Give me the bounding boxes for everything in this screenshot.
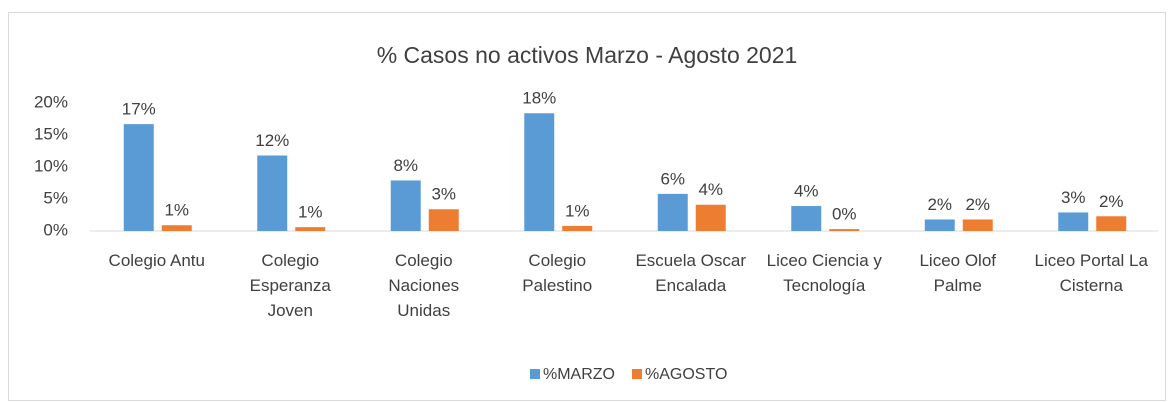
data-label: 12%	[255, 131, 289, 150]
bar	[829, 229, 860, 231]
data-label: 2%	[965, 195, 990, 214]
x-tick-label: Colegio Palestino	[522, 251, 593, 295]
data-label: 0%	[832, 205, 857, 224]
legend-label: %AGOSTO	[645, 366, 727, 383]
data-label: 6%	[660, 169, 685, 188]
data-label: 3%	[431, 185, 456, 204]
x-tick-label: Colegio Esperanza Joven	[249, 251, 331, 320]
data-label: 1%	[565, 201, 590, 220]
bar	[295, 227, 326, 231]
legend-swatch	[530, 369, 540, 379]
bar	[562, 225, 593, 231]
data-label: 8%	[393, 156, 418, 175]
data-label: 3%	[1061, 188, 1086, 207]
data-label: 4%	[794, 182, 819, 201]
bar	[924, 219, 955, 231]
bar	[1058, 212, 1089, 231]
chart-border	[8, 12, 1166, 401]
data-label: 18%	[522, 89, 556, 108]
bar	[695, 204, 726, 231]
bar	[161, 225, 192, 231]
data-label: 2%	[1099, 192, 1124, 211]
x-tick-label: Escuela Oscar Encalada	[635, 251, 747, 295]
bar	[524, 113, 555, 231]
bar	[390, 180, 421, 231]
y-tick-label: 15%	[34, 124, 68, 143]
y-tick-label: 5%	[43, 188, 68, 207]
bar	[962, 219, 993, 231]
data-label: 17%	[122, 100, 156, 119]
bar	[657, 193, 688, 231]
x-tick-label: Liceo Ciencia y Tecnología	[766, 251, 882, 295]
x-tick-label: Liceo Olof Palme	[919, 251, 997, 295]
x-tick-label: Colegio Naciones Unidas	[388, 251, 460, 320]
bar	[123, 124, 154, 231]
data-label: 2%	[927, 195, 952, 214]
bar	[257, 155, 288, 231]
x-tick-label: Colegio Antu	[108, 251, 205, 270]
y-tick-label: 10%	[34, 156, 68, 175]
legend-swatch	[632, 369, 642, 379]
bar	[1096, 216, 1127, 231]
y-tick-label: 0%	[43, 220, 68, 239]
data-label: 4%	[698, 180, 723, 199]
x-tick-label: Liceo Portal La Cisterna	[1034, 251, 1148, 295]
chart-title: % Casos no activos Marzo - Agosto 2021	[377, 42, 798, 68]
data-label: 1%	[298, 203, 323, 222]
data-label: 1%	[164, 201, 189, 220]
bar	[428, 209, 459, 231]
legend-label: %MARZO	[543, 366, 615, 383]
bar	[791, 206, 822, 231]
y-tick-label: 20%	[34, 92, 68, 111]
